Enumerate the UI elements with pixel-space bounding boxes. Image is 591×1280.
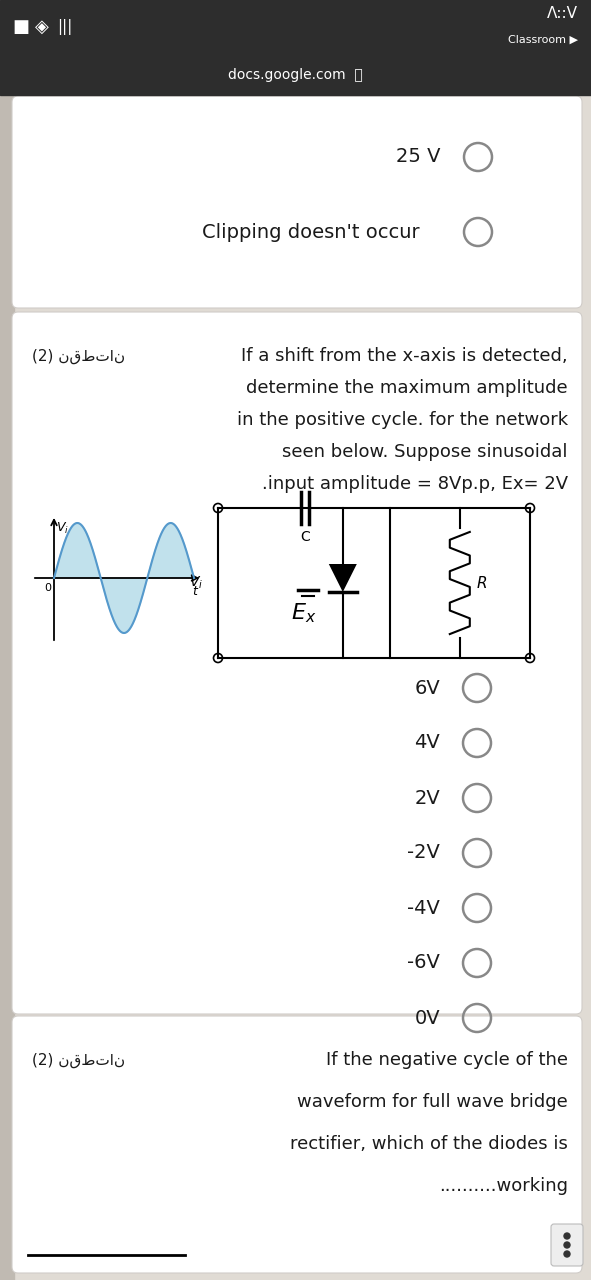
Polygon shape [329, 564, 357, 591]
Text: waveform for full wave bridge: waveform for full wave bridge [297, 1093, 568, 1111]
Text: 2V: 2V [414, 788, 440, 808]
Text: $V_i$: $V_i$ [189, 575, 203, 591]
Text: If the negative cycle of the: If the negative cycle of the [326, 1051, 568, 1069]
Text: 0: 0 [44, 582, 51, 593]
Text: -2V: -2V [407, 844, 440, 863]
Text: seen below. Suppose sinusoidal: seen below. Suppose sinusoidal [282, 443, 568, 461]
FancyBboxPatch shape [12, 312, 582, 1014]
FancyBboxPatch shape [551, 1224, 583, 1266]
Text: Λ::V: Λ::V [547, 6, 578, 22]
Text: $R$: $R$ [476, 575, 487, 591]
Text: in the positive cycle. for the network: in the positive cycle. for the network [237, 411, 568, 429]
Bar [0, 55, 591, 95]
Text: -4V: -4V [407, 899, 440, 918]
Text: (2) نقطتان: (2) نقطتان [32, 1052, 125, 1068]
Circle shape [564, 1251, 570, 1257]
Text: determine the maximum amplitude: determine the maximum amplitude [246, 379, 568, 397]
Text: ◈: ◈ [35, 18, 49, 36]
FancyBboxPatch shape [12, 1016, 582, 1274]
Polygon shape [54, 524, 100, 579]
Text: C: C [300, 530, 310, 544]
Text: 6V: 6V [414, 678, 440, 698]
Text: .input amplitude = 8Vp.p, Ex= 2V: .input amplitude = 8Vp.p, Ex= 2V [262, 475, 568, 493]
Polygon shape [147, 524, 194, 579]
Text: ■: ■ [12, 18, 29, 36]
Text: $t$: $t$ [191, 585, 199, 598]
FancyBboxPatch shape [12, 96, 582, 308]
Text: 0V: 0V [414, 1009, 440, 1028]
Text: $V_i$: $V_i$ [56, 521, 69, 536]
Bar [0, 0, 591, 55]
Text: |||: ||| [57, 19, 72, 35]
Circle shape [564, 1242, 570, 1248]
Polygon shape [101, 579, 147, 634]
Text: 25 V: 25 V [395, 147, 440, 166]
Text: ..........working: ..........working [439, 1178, 568, 1196]
Text: If a shift from the x-axis is detected,: If a shift from the x-axis is detected, [241, 347, 568, 365]
Text: docs.google.com  🔒: docs.google.com 🔒 [228, 68, 362, 82]
Text: (2) نقطتان: (2) نقطتان [32, 348, 125, 364]
Bar [0, 95, 14, 1280]
Text: Classroom ▶: Classroom ▶ [508, 35, 578, 45]
Circle shape [564, 1233, 570, 1239]
Text: Clipping doesn't occur: Clipping doesn't occur [202, 223, 420, 242]
Text: rectifier, which of the diodes is: rectifier, which of the diodes is [290, 1135, 568, 1153]
Text: -6V: -6V [407, 954, 440, 973]
Text: 4V: 4V [414, 733, 440, 753]
Text: $E_x$: $E_x$ [291, 602, 316, 625]
